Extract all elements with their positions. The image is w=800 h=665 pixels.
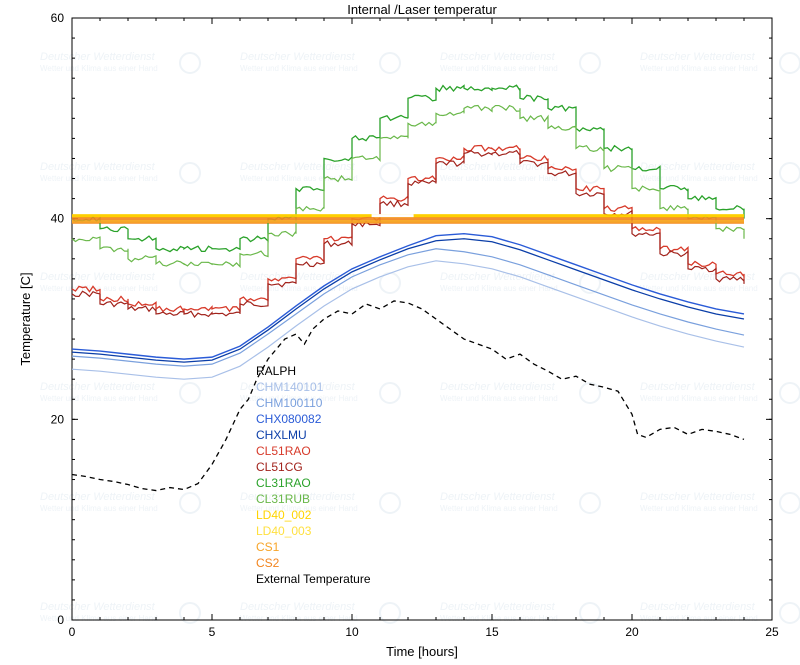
legend-External Temperature: External Temperature [256, 572, 371, 586]
svg-text:Deutscher Wetterdienst: Deutscher Wetterdienst [440, 161, 556, 173]
svg-text:Wetter und Klima aus einer Han: Wetter und Klima aus einer Hand [640, 174, 758, 183]
svg-text:Deutscher Wetterdienst: Deutscher Wetterdienst [640, 161, 756, 173]
legend-CHM140101: CHM140101 [256, 380, 324, 394]
svg-text:15: 15 [485, 625, 499, 639]
svg-text:25: 25 [765, 625, 779, 639]
svg-text:Wetter und Klima aus einer Han: Wetter und Klima aus einer Hand [40, 504, 158, 513]
svg-text:Deutscher Wetterdienst: Deutscher Wetterdienst [40, 601, 156, 613]
legend-CHXLMU: CHXLMU [256, 428, 307, 442]
svg-text:Deutscher Wetterdienst: Deutscher Wetterdienst [40, 381, 156, 393]
legend-RALPH: RALPH [256, 364, 296, 378]
svg-text:Deutscher Wetterdienst: Deutscher Wetterdienst [40, 491, 156, 503]
legend-CS2: CS2 [256, 556, 280, 570]
svg-text:0: 0 [69, 625, 76, 639]
svg-text:Wetter und Klima aus einer Han: Wetter und Klima aus einer Hand [440, 284, 558, 293]
legend-LD40_003: LD40_003 [256, 524, 312, 538]
svg-text:Wetter und Klima aus einer Han: Wetter und Klima aus einer Hand [40, 174, 158, 183]
svg-text:Internal /Laser temperatur: Internal /Laser temperatur [347, 2, 497, 17]
svg-text:Wetter und Klima aus einer Han: Wetter und Klima aus einer Hand [640, 284, 758, 293]
svg-text:Deutscher Wetterdienst: Deutscher Wetterdienst [40, 271, 156, 283]
svg-text:Wetter und Klima aus einer Han: Wetter und Klima aus einer Hand [640, 614, 758, 623]
legend-CHM100110: CHM100110 [256, 396, 323, 410]
svg-text:Deutscher Wetterdienst: Deutscher Wetterdienst [440, 381, 556, 393]
svg-text:40: 40 [51, 212, 65, 226]
legend-CL51RAO: CL51RAO [256, 444, 311, 458]
svg-text:10: 10 [345, 625, 359, 639]
svg-text:Wetter und Klima aus einer Han: Wetter und Klima aus einer Hand [440, 174, 558, 183]
svg-text:Wetter und Klima aus einer Han: Wetter und Klima aus einer Hand [40, 284, 158, 293]
svg-text:Time [hours]: Time [hours] [386, 644, 458, 659]
svg-text:Wetter und Klima aus einer Han: Wetter und Klima aus einer Hand [440, 614, 558, 623]
svg-text:Wetter und Klima aus einer Han: Wetter und Klima aus einer Hand [440, 394, 558, 403]
svg-text:Wetter und Klima aus einer Han: Wetter und Klima aus einer Hand [640, 394, 758, 403]
svg-text:Wetter und Klima aus einer Han: Wetter und Klima aus einer Hand [240, 284, 358, 293]
svg-text:Wetter und Klima aus einer Han: Wetter und Klima aus einer Hand [40, 64, 158, 73]
svg-text:Deutscher Wetterdienst: Deutscher Wetterdienst [40, 161, 156, 173]
legend-CS1: CS1 [256, 540, 280, 554]
svg-text:Wetter und Klima aus einer Han: Wetter und Klima aus einer Hand [40, 394, 158, 403]
svg-text:Wetter und Klima aus einer Han: Wetter und Klima aus einer Hand [440, 64, 558, 73]
svg-text:0: 0 [57, 613, 64, 627]
svg-text:Wetter und Klima aus einer Han: Wetter und Klima aus einer Hand [240, 614, 358, 623]
legend-CL31RAO: CL31RAO [256, 476, 311, 490]
temperature-chart: Deutscher WetterdienstWetter und Klima a… [0, 0, 800, 665]
legend-CL51CG: CL51CG [256, 460, 303, 474]
legend-CHX080082: CHX080082 [256, 412, 322, 426]
series-CHXLMU [72, 239, 744, 362]
chart-container: Deutscher WetterdienstWetter und Klima a… [0, 0, 800, 665]
svg-text:Deutscher Wetterdienst: Deutscher Wetterdienst [640, 381, 756, 393]
svg-text:Deutscher Wetterdienst: Deutscher Wetterdienst [240, 161, 356, 173]
svg-text:Wetter und Klima aus einer Han: Wetter und Klima aus einer Hand [240, 64, 358, 73]
svg-text:Wetter und Klima aus einer Han: Wetter und Klima aus einer Hand [440, 504, 558, 513]
svg-text:20: 20 [51, 412, 65, 426]
legend-CL31RUB: CL31RUB [256, 492, 310, 506]
svg-text:20: 20 [625, 625, 639, 639]
series-CHX080082 [72, 234, 744, 359]
svg-text:Wetter und Klima aus einer Han: Wetter und Klima aus einer Hand [640, 64, 758, 73]
svg-text:5: 5 [209, 625, 216, 639]
svg-text:Wetter und Klima aus einer Han: Wetter und Klima aus einer Hand [640, 504, 758, 513]
legend-LD40_002: LD40_002 [256, 508, 312, 522]
svg-text:Deutscher Wetterdienst: Deutscher Wetterdienst [240, 51, 356, 63]
svg-text:Deutscher Wetterdienst: Deutscher Wetterdienst [440, 51, 556, 63]
svg-text:Deutscher Wetterdienst: Deutscher Wetterdienst [440, 601, 556, 613]
svg-text:Deutscher Wetterdienst: Deutscher Wetterdienst [640, 491, 756, 503]
svg-text:Deutscher Wetterdienst: Deutscher Wetterdienst [640, 51, 756, 63]
svg-text:Deutscher Wetterdienst: Deutscher Wetterdienst [440, 491, 556, 503]
svg-text:60: 60 [51, 11, 65, 25]
svg-text:Deutscher Wetterdienst: Deutscher Wetterdienst [240, 601, 356, 613]
svg-text:Deutscher Wetterdienst: Deutscher Wetterdienst [440, 271, 556, 283]
svg-text:Deutscher Wetterdienst: Deutscher Wetterdienst [40, 51, 156, 63]
svg-text:Temperature [C]: Temperature [C] [18, 272, 33, 365]
svg-text:Deutscher Wetterdienst: Deutscher Wetterdienst [640, 601, 756, 613]
